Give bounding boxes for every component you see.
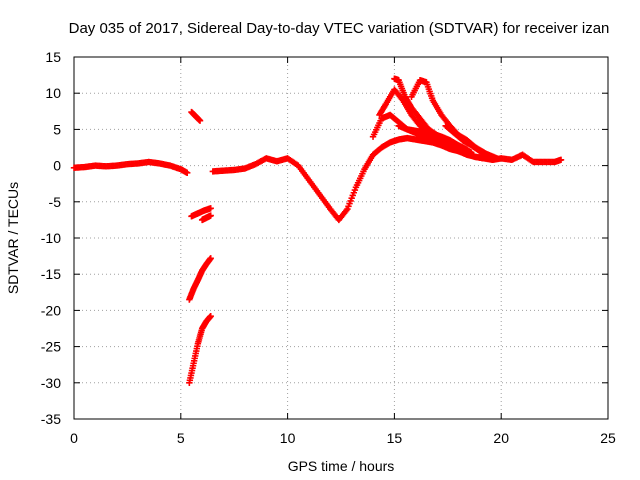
y-tick-label: -15 — [41, 266, 61, 282]
series-drop-arc-tail — [198, 212, 214, 224]
data-point — [493, 155, 501, 162]
x-tick-label: 10 — [280, 430, 296, 446]
series-main-variation — [209, 134, 565, 224]
y-tick-label: -35 — [41, 411, 61, 427]
y-axis-label: SDTVAR / TECUs — [5, 182, 21, 294]
y-tick-label: 5 — [53, 121, 61, 137]
y-tick-label: -20 — [41, 302, 61, 318]
data-point — [196, 117, 204, 124]
y-tick-label: 15 — [45, 49, 61, 65]
y-tick-label: -30 — [41, 375, 61, 391]
series-storm-arc-e — [395, 122, 471, 153]
y-tick-label: -25 — [41, 339, 61, 355]
data-points — [70, 75, 565, 386]
axis-ticks: 0 5 10 15 20 25 -35 -30 -25 -20 -15 -10 -5 0 5 10 15 — [41, 49, 616, 446]
x-axis-label: GPS time / hours — [288, 458, 395, 474]
x-tick-label: 15 — [387, 430, 403, 446]
chart-title: Day 035 of 2017, Sidereal Day-to-day VTE… — [69, 20, 610, 37]
data-point — [207, 205, 214, 212]
series-drop-arc-short — [188, 205, 214, 220]
series-drop-arc-low — [186, 312, 214, 386]
series-high-blip — [188, 108, 204, 124]
y-tick-label: 10 — [45, 85, 61, 101]
series-storm-arc-f — [442, 122, 501, 162]
series-quiet-start — [70, 158, 191, 177]
grid — [74, 57, 608, 419]
data-point — [184, 169, 191, 177]
x-tick-label: 20 — [493, 430, 509, 446]
data-point — [468, 149, 475, 156]
series-drop-arc-mid — [186, 255, 214, 303]
y-tick-label: -5 — [49, 194, 62, 210]
x-tick-label: 5 — [177, 430, 185, 446]
x-tick-label: 0 — [70, 430, 78, 446]
data-point — [480, 155, 488, 162]
data-point — [207, 312, 214, 320]
data-point — [557, 156, 565, 164]
y-tick-label: 0 — [53, 158, 61, 174]
data-point — [463, 146, 471, 153]
x-tick-label: 25 — [600, 430, 616, 446]
y-tick-label: -10 — [41, 230, 61, 246]
data-point — [207, 255, 214, 262]
data-point — [207, 212, 214, 219]
